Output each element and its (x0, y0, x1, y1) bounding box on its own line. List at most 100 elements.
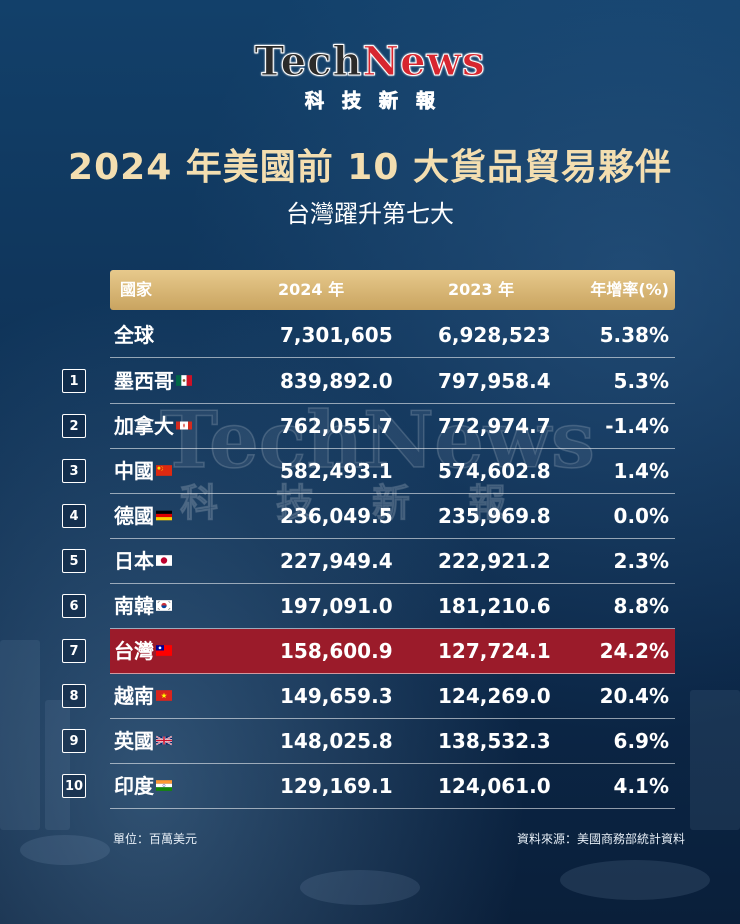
value-2023: 127,724.1 (438, 639, 551, 663)
background-coin (20, 835, 110, 865)
value-2023: 124,269.0 (438, 684, 551, 708)
header-2023: 2023 年 (448, 280, 515, 299)
value-2024: 148,025.8 (280, 729, 393, 753)
value-2024: 158,600.9 (280, 639, 393, 663)
country-cell: 南韓 (114, 584, 172, 629)
row-divider (110, 583, 675, 584)
country-name: 英國 (114, 729, 154, 753)
row-divider (110, 718, 675, 719)
row-divider (110, 448, 675, 449)
logo-chinese: 科技新報 (304, 90, 453, 113)
country-name: 印度 (114, 774, 154, 798)
growth-rate: 0.0% (613, 504, 669, 528)
growth-rate: 5.3% (613, 369, 669, 393)
country-cell: 英國 (114, 719, 172, 764)
value-2024: 129,169.1 (280, 774, 393, 798)
country-cell: 加拿大 (114, 404, 192, 449)
country-name: 墨西哥 (114, 369, 174, 393)
growth-rate: 20.4% (599, 684, 669, 708)
table-header: 國家 2024 年 2023 年 年增率(%) (110, 270, 675, 310)
table-row: 印度 129,169.1 124,061.0 4.1% (110, 764, 675, 809)
taiwan-flag-icon (154, 639, 172, 663)
growth-rate: -1.4% (605, 414, 669, 438)
value-2024: 7,301,605 (280, 323, 393, 347)
china-flag-icon (154, 459, 172, 483)
header-growth-rate: 年增率(%) (590, 280, 669, 299)
country-name: 中國 (114, 459, 154, 483)
table-row: 墨西哥 839,892.0 797,958.4 5.3% (110, 359, 675, 404)
country-cell: 墨西哥 (114, 359, 192, 404)
row-divider (110, 538, 675, 539)
growth-rate: 4.1% (613, 774, 669, 798)
table-row: 英國 148,025.8 138,532.3 6.9% (110, 719, 675, 764)
logo-text-news: News (362, 38, 486, 85)
value-2024: 762,055.7 (280, 414, 393, 438)
value-2024: 227,949.4 (280, 549, 393, 573)
row-divider (110, 357, 675, 358)
background-building (45, 700, 70, 830)
background-building (690, 690, 740, 830)
country-cell: 印度 (114, 764, 172, 809)
value-2024: 197,091.0 (280, 594, 393, 618)
country-name: 南韓 (114, 594, 154, 618)
header-2024: 2024 年 (278, 280, 345, 299)
vietnam-flag-icon (154, 684, 172, 708)
value-2023: 235,969.8 (438, 504, 551, 528)
growth-rate: 2.3% (613, 549, 669, 573)
source-note: 資料來源：美國商務部統計資料 (516, 832, 685, 846)
row-divider (110, 673, 675, 674)
rank-badge: 10 (62, 774, 86, 798)
mexico-flag-icon (174, 369, 192, 393)
india-flag-icon (154, 774, 172, 798)
growth-rate: 1.4% (613, 459, 669, 483)
background-coin (300, 870, 420, 905)
table-row: 日本 227,949.4 222,921.2 2.3% (110, 539, 675, 584)
country-cell: 台灣 (114, 629, 172, 674)
value-2023: 138,532.3 (438, 729, 551, 753)
value-2023: 797,958.4 (438, 369, 551, 393)
growth-rate: 24.2% (599, 639, 669, 663)
rank-badge: 3 (62, 459, 86, 483)
value-2024: 839,892.0 (280, 369, 393, 393)
rank-badge: 2 (62, 414, 86, 438)
canada-flag-icon (174, 414, 192, 438)
korea-flag-icon (154, 594, 172, 618)
rank-badge: 5 (62, 549, 86, 573)
value-2023: 181,210.6 (438, 594, 551, 618)
row-divider (110, 628, 675, 629)
background-coin (560, 860, 710, 900)
value-2023: 222,921.2 (438, 549, 551, 573)
row-divider (110, 808, 675, 809)
value-2023: 772,974.7 (438, 414, 551, 438)
table-row: 中國 582,493.1 574,602.8 1.4% (110, 449, 675, 494)
rank-badge: 7 (62, 639, 86, 663)
country-name: 日本 (114, 549, 154, 573)
rank-badge: 1 (62, 369, 86, 393)
country-name: 台灣 (114, 639, 154, 663)
country-cell: 德國 (114, 494, 172, 539)
rank-badge: 8 (62, 684, 86, 708)
country-cell: 日本 (114, 539, 172, 584)
uk-flag-icon (154, 729, 172, 753)
value-2024: 236,049.5 (280, 504, 393, 528)
rank-badge: 4 (62, 504, 86, 528)
page-subtitle: 台灣躍升第七大 (286, 200, 454, 228)
growth-rate: 8.8% (613, 594, 669, 618)
table-row: 台灣 158,600.9 127,724.1 24.2% (110, 629, 675, 674)
country-cell: 中國 (114, 449, 172, 494)
country-name: 越南 (114, 684, 154, 708)
country-name: 德國 (114, 504, 154, 528)
japan-flag-icon (154, 549, 172, 573)
value-2023: 124,061.0 (438, 774, 551, 798)
table-row: 加拿大 762,055.7 772,974.7 -1.4% (110, 404, 675, 449)
country-cell: 越南 (114, 674, 172, 719)
header-country: 國家 (120, 280, 153, 299)
rank-badge: 9 (62, 729, 86, 753)
value-2024: 149,659.3 (280, 684, 393, 708)
rank-badge: 6 (62, 594, 86, 618)
row-divider (110, 763, 675, 764)
value-2023: 574,602.8 (438, 459, 551, 483)
row-divider (110, 403, 675, 404)
row-divider (110, 493, 675, 494)
